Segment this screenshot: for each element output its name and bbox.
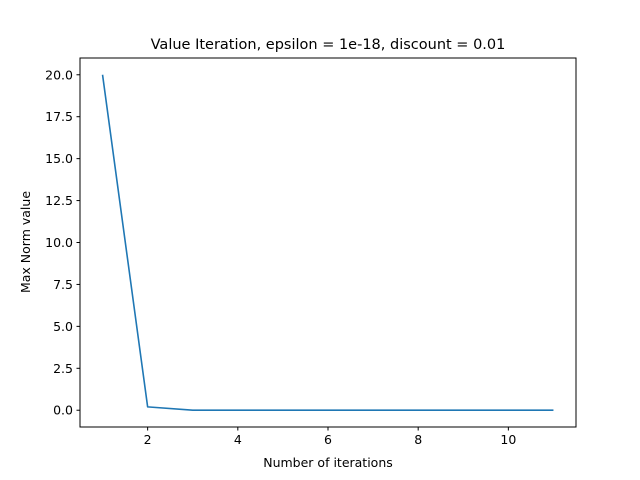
- x-tick-label: 6: [324, 432, 332, 447]
- plot-frame: [79, 57, 577, 428]
- series-line: [101, 74, 554, 412]
- y-tick-label: 12.5: [45, 193, 73, 208]
- chart-title: Value Iteration, epsilon = 1e-18, discou…: [151, 37, 506, 53]
- y-tick-label: 10.0: [45, 235, 73, 250]
- y-tick-label: 15.0: [45, 151, 73, 166]
- y-tick-label: 17.5: [45, 109, 73, 124]
- y-tick-label: 2.5: [53, 361, 73, 376]
- y-tick-label: 5.0: [53, 319, 73, 334]
- series-group: [101, 74, 554, 412]
- plot-background: [80, 58, 576, 427]
- x-axis-label: Number of iterations: [263, 455, 393, 470]
- x-tick-label: 10: [500, 432, 516, 447]
- y-axis-label: Max Norm value: [18, 191, 33, 293]
- x-tick-label: 8: [414, 432, 422, 447]
- x-tick-label: 2: [144, 432, 152, 447]
- y-tick-label: 0.0: [53, 403, 73, 418]
- x-tick-label: 4: [234, 432, 242, 447]
- y-tick-label: 7.5: [53, 277, 73, 292]
- y-tick-label: 20.0: [45, 67, 73, 82]
- tick-group: 2 4 6 8 10 0.0 2.5 5.0 7.5 10.0 12.5 15.0 17.5 20.0: [45, 67, 516, 447]
